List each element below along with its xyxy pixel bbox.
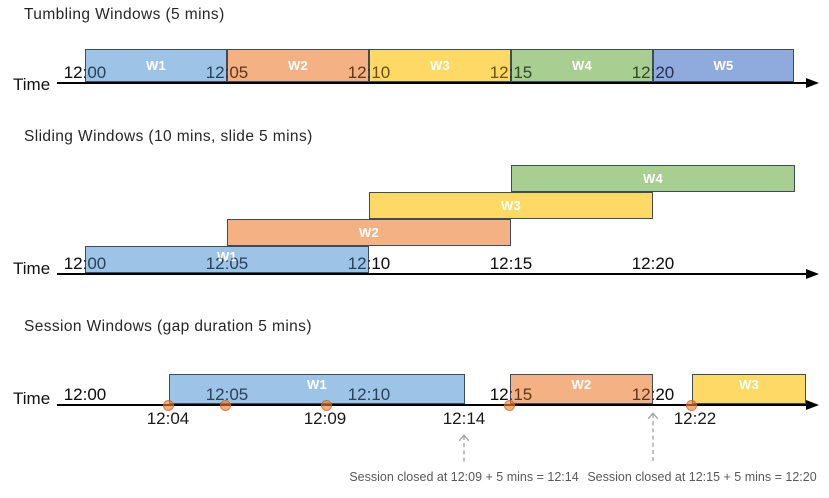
window-label-tumbling-w2: W2	[287, 58, 309, 73]
time-axis-arrowhead-tumbling	[806, 77, 819, 88]
event-dot-2	[219, 399, 231, 411]
event-dot-3	[320, 399, 332, 411]
window-box-session-w1: W1	[169, 374, 465, 404]
tick-label-overlay-tumbling-1220: 12:20	[631, 63, 675, 82]
window-box-tumbling-w1: W1	[85, 49, 227, 82]
below-axis-label-1204: 12:04	[146, 409, 190, 428]
window-label-sliding-w1: W1	[216, 249, 238, 264]
tick-label-session-1200: 12:00	[63, 385, 107, 404]
dashed-up-arrow-icon	[647, 412, 659, 461]
tick-label-overlay-session-1200: 12:00	[63, 385, 107, 404]
window-label-sliding-w2: W2	[358, 225, 380, 240]
tick-label-overlay-session-1205: 12:05	[205, 385, 249, 404]
window-label-tumbling-w5: W5	[713, 58, 734, 73]
below-axis-label-1209: 12:09	[303, 409, 347, 428]
tick-label-overlay-session-1210: 12:10	[347, 385, 391, 404]
time-axis-label-session: Time	[13, 389, 51, 408]
time-axis-label-sliding: Time	[13, 259, 51, 278]
tick-label-overlay-tumbling-1200: 12:00	[63, 63, 107, 82]
window-box-tumbling-w5: W5	[653, 49, 794, 82]
annotation-dashed-arrow-1	[457, 434, 471, 464]
tick-label-overlay-tumbling-1210: 12:10	[347, 63, 391, 82]
window-box-session-w2: W2	[510, 374, 653, 404]
window-box-session-w3: W3	[692, 374, 806, 404]
tick-label-overlay-session-1220: 12:20	[631, 385, 675, 404]
event-dot-5	[685, 399, 697, 411]
window-box-tumbling-w3: W3	[369, 49, 511, 82]
time-axis-line-sliding	[57, 273, 806, 275]
window-label-sliding-w4: W4	[642, 171, 664, 186]
window-label-tumbling-w4: W4	[571, 58, 593, 73]
section-title-tumbling: Tumbling Windows (5 mins)	[24, 6, 225, 23]
annotation-dashed-arrow-2	[646, 412, 660, 462]
time-axis-arrowhead-sliding	[806, 268, 819, 279]
tick-label-overlay-sliding-1200: 12:00	[63, 254, 107, 273]
below-axis-label-1214: 12:14	[442, 409, 486, 428]
tick-label-overlay-sliding-1205: 12:05	[205, 254, 249, 273]
window-label-session-w1: W1	[306, 376, 328, 392]
time-axis-arrowhead-session	[806, 399, 819, 410]
event-dot-4	[503, 399, 515, 411]
time-axis-line-session	[57, 404, 806, 406]
time-axis-label-tumbling: Time	[13, 75, 51, 94]
below-axis-label-1222: 12:22	[673, 409, 717, 428]
window-box-sliding-w1: W1	[85, 246, 369, 273]
window-box-tumbling-w4: W4	[511, 49, 653, 82]
tick-label-overlay-sliding-1215: 12:15	[489, 254, 533, 273]
tick-label-overlay-sliding-1220: 12:20	[631, 254, 675, 273]
window-label-session-w3: W3	[738, 376, 760, 392]
tick-label-sliding-1215: 12:15	[489, 254, 533, 273]
window-box-sliding-w3: W3	[369, 192, 653, 219]
dashed-up-arrow-icon	[458, 434, 470, 463]
time-axis-line-tumbling	[57, 82, 806, 84]
window-box-sliding-w2: W2	[227, 219, 511, 246]
window-label-sliding-w3: W3	[500, 198, 522, 213]
tick-label-overlay-session-1215: 12:15	[489, 385, 533, 404]
tick-label-overlay-sliding-1210: 12:10	[347, 254, 391, 273]
section-title-sliding: Sliding Windows (10 mins, slide 5 mins)	[24, 128, 313, 145]
event-dot-1	[162, 399, 174, 411]
window-label-session-w2: W2	[571, 376, 592, 392]
tick-label-overlay-tumbling-1215: 12:15	[489, 63, 533, 82]
window-label-tumbling-w3: W3	[429, 58, 451, 73]
window-box-tumbling-w2: W2	[227, 49, 369, 82]
session-closed-annotation-2: Session closed at 12:15 + 5 mins = 12:20	[587, 470, 817, 484]
window-label-tumbling-w1: W1	[145, 58, 167, 73]
tick-label-overlay-tumbling-1205: 12:05	[205, 63, 249, 82]
session-closed-annotation-1: Session closed at 12:09 + 5 mins = 12:14	[349, 470, 579, 484]
window-box-sliding-w4: W4	[511, 165, 795, 192]
tick-label-sliding-1220: 12:20	[631, 254, 675, 273]
section-title-session: Session Windows (gap duration 5 mins)	[24, 318, 312, 335]
